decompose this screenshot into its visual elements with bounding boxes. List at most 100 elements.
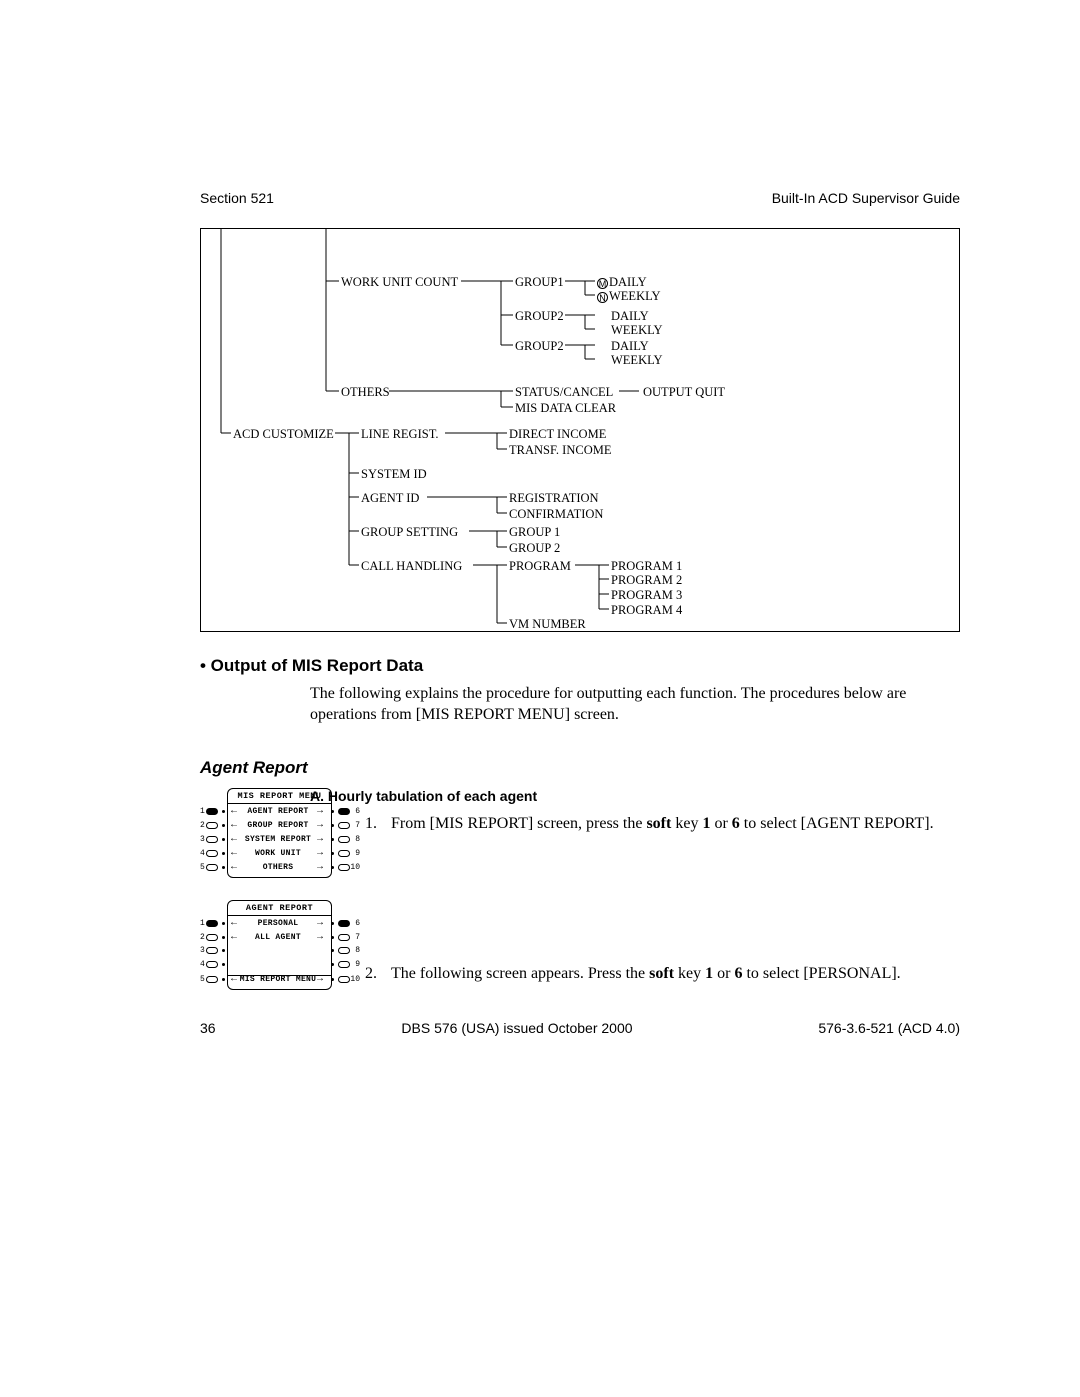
tree-diagram: WORK UNIT COUNT GROUP1 GROUP2 GROUP2 MDA… xyxy=(200,228,960,632)
node-work-unit-count: WORK UNIT COUNT xyxy=(341,275,458,290)
lcd-row: 2←ALL AGENT→7 xyxy=(200,932,360,943)
dot-icon xyxy=(222,978,225,981)
softkey-left-icon xyxy=(206,864,218,871)
dot-icon xyxy=(222,838,225,841)
softkey-left-icon xyxy=(206,808,218,815)
dot-icon xyxy=(331,810,334,813)
dot-icon xyxy=(331,936,334,939)
dot-icon xyxy=(331,978,334,981)
intro-paragraph: The following explains the procedure for… xyxy=(310,684,960,726)
step-1-text: From [MIS REPORT] screen, press the soft… xyxy=(391,814,934,835)
lcd-screen-2: AGENT REPORT 1←PERSONAL→6 2←ALL AGENT→7 38… xyxy=(200,900,360,1000)
node-system-id: SYSTEM ID xyxy=(361,467,427,482)
footer-center: DBS 576 (USA) issued October 2000 xyxy=(401,1020,632,1036)
footer-page: 36 xyxy=(200,1020,216,1036)
lcd-row: 5←OTHERS→10 xyxy=(200,862,360,873)
softkey-left-icon xyxy=(206,976,218,983)
dot-icon xyxy=(222,810,225,813)
node-daily-1: MDAILY xyxy=(597,275,647,290)
node-program: PROGRAM xyxy=(509,559,571,574)
node-direct-income: DIRECT INCOME xyxy=(509,427,606,442)
softkey-right-icon xyxy=(338,920,350,927)
node-group-2: GROUP 2 xyxy=(509,541,560,556)
softkey-right-icon xyxy=(338,836,350,843)
circle-n-icon: N xyxy=(597,292,608,303)
step-2-text: The following screen appears. Press the … xyxy=(391,964,901,985)
node-call-handling: CALL HANDLING xyxy=(361,559,462,574)
lcd-row: 1←AGENT REPORT→6 xyxy=(200,806,360,817)
lcd-row: 49 xyxy=(200,960,360,969)
node-others: OTHERS xyxy=(341,385,390,400)
dot-icon xyxy=(222,852,225,855)
step-2: 2. The following screen appears. Press t… xyxy=(365,964,960,985)
node-program-4: PROGRAM 4 xyxy=(611,603,682,618)
softkey-left-icon xyxy=(206,947,218,954)
softkey-left-icon xyxy=(206,850,218,857)
node-program-2: PROGRAM 2 xyxy=(611,573,682,588)
lcd-title: MIS REPORT MENU xyxy=(228,789,331,804)
softkey-right-icon xyxy=(338,976,350,983)
node-weekly-2: WEEKLY xyxy=(611,323,663,338)
softkey-left-icon xyxy=(206,961,218,968)
softkey-right-icon xyxy=(338,947,350,954)
dot-icon xyxy=(222,963,225,966)
softkey-right-icon xyxy=(338,934,350,941)
node-vm-number: VM NUMBER xyxy=(509,617,586,632)
heading-agent-report: Agent Report xyxy=(200,758,960,778)
dot-icon xyxy=(331,824,334,827)
node-program-1: PROGRAM 1 xyxy=(611,559,682,574)
node-weekly-1: NWEEKLY xyxy=(597,289,661,304)
node-acd-customize: ACD CUSTOMIZE xyxy=(233,427,334,442)
node-program-3: PROGRAM 3 xyxy=(611,588,682,603)
lcd-row: 2←GROUP REPORT→7 xyxy=(200,820,360,831)
softkey-left-icon xyxy=(206,934,218,941)
softkey-right-icon xyxy=(338,850,350,857)
lcd-row: 38 xyxy=(200,946,360,955)
node-daily-3: DAILY xyxy=(611,339,649,354)
node-group-setting: GROUP SETTING xyxy=(361,525,458,540)
lcd-row: 5←MIS REPORT MENU→10 xyxy=(200,974,360,985)
node-line-regist: LINE REGIST. xyxy=(361,427,439,442)
node-mis-data-clear: MIS DATA CLEAR xyxy=(515,401,616,416)
softkey-right-icon xyxy=(338,822,350,829)
lcd-screen-1: MIS REPORT MENU 1←AGENT REPORT→6 2←GROUP … xyxy=(200,788,360,888)
step-1: 1. From [MIS REPORT] screen, press the s… xyxy=(365,814,960,835)
node-registration: REGISTRATION xyxy=(509,491,599,506)
footer-right: 576-3.6-521 (ACD 4.0) xyxy=(818,1020,960,1036)
node-agent-id: AGENT ID xyxy=(361,491,419,506)
circle-m-icon: M xyxy=(597,278,608,289)
node-confirmation: CONFIRMATION xyxy=(509,507,603,522)
node-status-cancel: STATUS/CANCEL xyxy=(515,385,613,400)
softkey-right-icon xyxy=(338,961,350,968)
lcd-row: 1←PERSONAL→6 xyxy=(200,918,360,929)
heading-sub-a: A. Hourly tabulation of each agent xyxy=(310,788,960,804)
dot-icon xyxy=(331,838,334,841)
node-group-1: GROUP 1 xyxy=(509,525,560,540)
softkey-right-icon xyxy=(338,808,350,815)
heading-output-mis: • Output of MIS Report Data xyxy=(200,656,960,676)
node-output-quit: OUTPUT QUIT xyxy=(643,385,725,400)
node-group1: GROUP1 xyxy=(515,275,564,290)
node-group2b: GROUP2 xyxy=(515,339,564,354)
node-group2a: GROUP2 xyxy=(515,309,564,324)
softkey-right-icon xyxy=(338,864,350,871)
header-left: Section 521 xyxy=(200,190,274,206)
header-right: Built-In ACD Supervisor Guide xyxy=(772,190,960,206)
node-daily-2: DAILY xyxy=(611,309,649,324)
dot-icon xyxy=(331,963,334,966)
node-transf-income: TRANSF. INCOME xyxy=(509,443,611,458)
lcd-row: 3←SYSTEM REPORT→8 xyxy=(200,834,360,845)
dot-icon xyxy=(331,949,334,952)
softkey-left-icon xyxy=(206,836,218,843)
lcd-row: 4←WORK UNIT→9 xyxy=(200,848,360,859)
lcd-title: AGENT REPORT xyxy=(228,901,331,916)
dot-icon xyxy=(331,866,334,869)
page-footer: 36 DBS 576 (USA) issued October 2000 576… xyxy=(200,1020,960,1036)
dot-icon xyxy=(222,866,225,869)
softkey-left-icon xyxy=(206,920,218,927)
softkey-left-icon xyxy=(206,822,218,829)
step-number: 1. xyxy=(365,814,391,835)
node-weekly-3: WEEKLY xyxy=(611,353,663,368)
step-number: 2. xyxy=(365,964,391,985)
dot-icon xyxy=(222,949,225,952)
